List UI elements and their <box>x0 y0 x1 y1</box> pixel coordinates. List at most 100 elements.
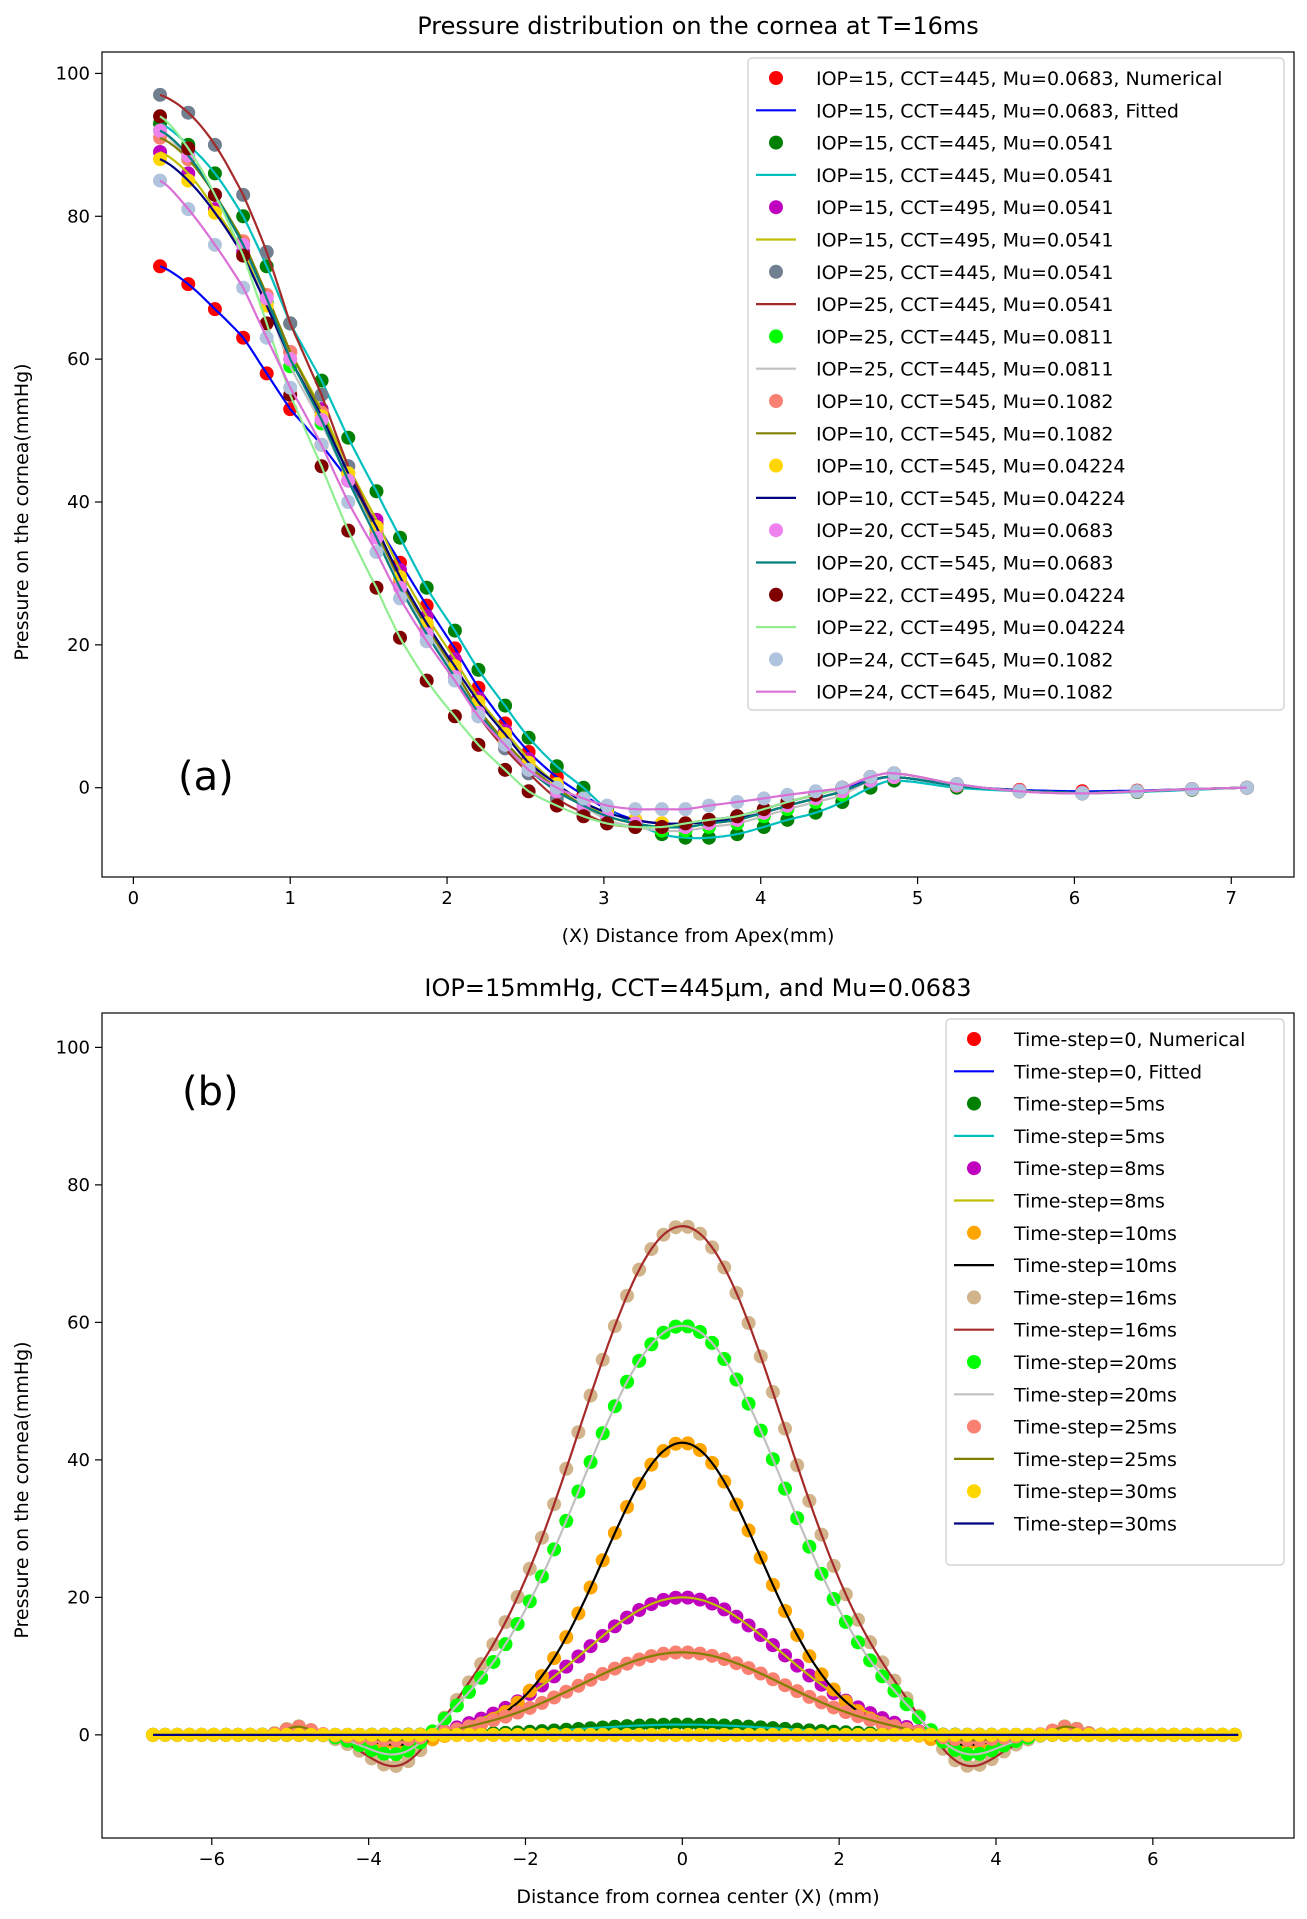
legend-marker <box>769 587 783 602</box>
legend-label: Time-step=16ms <box>1013 1287 1177 1309</box>
legend-marker <box>967 1419 981 1434</box>
x-tick-label: −2 <box>512 1849 539 1870</box>
x-tick-label: −6 <box>199 1849 226 1870</box>
plot-area <box>145 1219 1242 1773</box>
legend: IOP=15, CCT=445, Mu=0.0683, Numerical IOP… <box>747 57 1285 711</box>
x-tick-label: 4 <box>990 1849 1001 1870</box>
legend-marker <box>967 1225 981 1240</box>
legend-marker <box>769 523 783 538</box>
x-tick-label: 7 <box>1226 888 1237 909</box>
x-tick-label: 0 <box>128 888 139 909</box>
legend-label: IOP=24, CCT=645, Mu=0.1082 <box>816 649 1113 671</box>
chart-a: Pressure distribution on the cornea at T… <box>11 12 1295 947</box>
legend-label: IOP=25, CCT=445, Mu=0.0811 <box>816 326 1113 348</box>
legend-marker <box>769 264 783 279</box>
legend-label: IOP=15, CCT=495, Mu=0.0541 <box>816 230 1113 252</box>
x-tick-label: 3 <box>598 888 609 909</box>
chart-b-ylabel: Pressure on the cornea(mmHg) <box>11 1341 33 1638</box>
legend-label: Time-step=20ms <box>1013 1352 1177 1374</box>
legend-label: IOP=10, CCT=545, Mu=0.04224 <box>816 456 1126 478</box>
legend-label: Time-step=30ms <box>1013 1481 1177 1503</box>
legend-label: Time-step=0, Fitted <box>1013 1061 1202 1083</box>
y-tick-label: 40 <box>67 1450 90 1471</box>
legend-label: Time-step=25ms <box>1013 1417 1177 1439</box>
legend-label: IOP=10, CCT=545, Mu=0.1082 <box>816 391 1113 413</box>
legend-label: IOP=22, CCT=495, Mu=0.04224 <box>816 585 1126 607</box>
legend-label: Time-step=5ms <box>1013 1126 1165 1148</box>
legend-marker <box>769 135 783 150</box>
legend-label: IOP=22, CCT=495, Mu=0.04224 <box>816 617 1126 639</box>
legend-label: IOP=15, CCT=445, Mu=0.0541 <box>816 133 1113 155</box>
y-tick-label: 60 <box>67 349 90 370</box>
chart-a-panel-label: (a) <box>178 754 234 800</box>
y-tick-label: 60 <box>67 1312 90 1333</box>
x-tick-label: 2 <box>441 888 452 909</box>
y-tick-label: 80 <box>67 206 90 227</box>
legend-marker <box>967 1032 981 1046</box>
legend-marker <box>769 329 783 344</box>
legend-marker <box>967 1355 981 1369</box>
y-tick-label: 100 <box>56 63 90 84</box>
chart-a-xlabel: (X) Distance from Apex(mm) <box>562 925 835 947</box>
chart-a-title: Pressure distribution on the cornea at T… <box>417 12 979 40</box>
legend-frame <box>945 1018 1285 1566</box>
data-point <box>1239 780 1254 795</box>
chart-b-panel-label: (b) <box>182 1069 239 1115</box>
plot-frame <box>101 1012 1295 1839</box>
x-tick-label: 1 <box>284 888 295 909</box>
legend-label: IOP=15, CCT=445, Mu=0.0683, Numerical <box>816 68 1222 90</box>
legend-label: IOP=20, CCT=545, Mu=0.0683 <box>816 520 1113 542</box>
legend-frame <box>747 57 1285 711</box>
chart-b-title: IOP=15mmHg, CCT=445μm, and Mu=0.0683 <box>424 974 971 1002</box>
x-tick-label: 5 <box>912 888 923 909</box>
legend-label: Time-step=20ms <box>1013 1384 1177 1406</box>
x-tick-label: 6 <box>1069 888 1080 909</box>
legend-marker <box>769 652 783 667</box>
y-tick-label: 40 <box>67 492 90 513</box>
x-tick-label: 6 <box>1147 1849 1158 1870</box>
legend-label: IOP=25, CCT=445, Mu=0.0541 <box>816 262 1113 284</box>
plot-area <box>153 87 1254 845</box>
legend-marker <box>769 200 783 215</box>
legend-label: Time-step=10ms <box>1013 1223 1177 1245</box>
y-tick-label: 0 <box>79 1725 90 1746</box>
series-line <box>159 129 1247 829</box>
legend-label: Time-step=10ms <box>1013 1255 1177 1277</box>
legend-label: IOP=15, CCT=445, Mu=0.0541 <box>816 165 1113 187</box>
y-tick-label: 0 <box>79 778 90 799</box>
legend-label: IOP=10, CCT=545, Mu=0.1082 <box>816 423 1113 445</box>
chart-b-xlabel: Distance from cornea center (X) (mm) <box>516 1886 879 1908</box>
legend-label: Time-step=8ms <box>1013 1191 1165 1213</box>
y-tick-label: 20 <box>67 635 90 656</box>
chart-a-ylabel: Pressure on the cornea(mmHg) <box>11 363 33 660</box>
y-tick-label: 20 <box>67 1587 90 1608</box>
legend-marker <box>967 1161 981 1176</box>
y-tick-label: 100 <box>56 1037 90 1058</box>
x-tick-label: 4 <box>755 888 766 909</box>
legend-label: Time-step=30ms <box>1013 1514 1177 1536</box>
legend-label: IOP=15, CCT=445, Mu=0.0683, Fitted <box>816 100 1179 122</box>
legend-label: IOP=24, CCT=645, Mu=0.1082 <box>816 682 1113 704</box>
legend-label: IOP=20, CCT=545, Mu=0.0683 <box>816 553 1113 575</box>
legend-label: IOP=25, CCT=445, Mu=0.0811 <box>816 359 1113 381</box>
legend-label: IOP=10, CCT=545, Mu=0.04224 <box>816 488 1126 510</box>
x-tick-label: 0 <box>677 1849 688 1870</box>
legend-marker <box>769 458 783 473</box>
legend-label: Time-step=5ms <box>1013 1094 1165 1116</box>
data-point <box>145 1727 160 1742</box>
legend-label: Time-step=16ms <box>1013 1320 1177 1342</box>
legend-label: IOP=25, CCT=445, Mu=0.0541 <box>816 294 1113 316</box>
legend-marker <box>967 1484 981 1499</box>
legend-marker <box>967 1096 981 1111</box>
legend-label: IOP=15, CCT=495, Mu=0.0541 <box>816 197 1113 219</box>
plot-frame <box>101 51 1295 878</box>
legend-label: Time-step=25ms <box>1013 1449 1177 1471</box>
legend-marker <box>769 71 783 85</box>
x-tick-label: −4 <box>355 1849 382 1870</box>
legend-marker <box>967 1290 981 1305</box>
y-tick-label: 80 <box>67 1175 90 1196</box>
x-tick-label: 2 <box>833 1849 844 1870</box>
series-line <box>159 179 1247 811</box>
legend-label: Time-step=0, Numerical <box>1013 1029 1245 1051</box>
